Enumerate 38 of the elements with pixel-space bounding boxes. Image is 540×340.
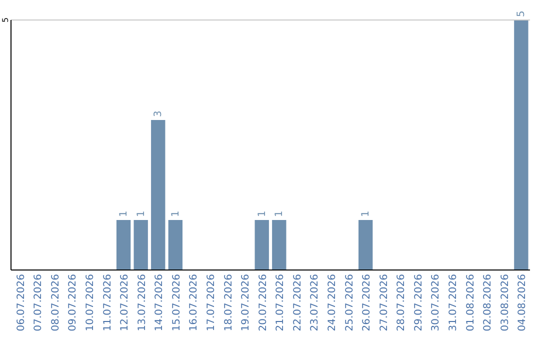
x-tick-label: 09.07.2026 bbox=[68, 274, 79, 332]
x-tick-label: 20.07.2026 bbox=[258, 274, 269, 332]
data-label: 1 bbox=[360, 210, 372, 217]
data-label: 1 bbox=[136, 210, 147, 217]
x-tick-label: 13.07.2026 bbox=[136, 274, 148, 332]
x-tick-label: 31.07.2026 bbox=[448, 274, 460, 332]
x-tick-label: 22.07.2026 bbox=[292, 274, 304, 332]
x-tick-label: 29.07.2026 bbox=[413, 274, 424, 332]
x-tick-label: 15.07.2026 bbox=[171, 274, 182, 332]
x-tick-label: 19.07.2026 bbox=[240, 274, 252, 332]
x-tick-label: 06.07.2026 bbox=[16, 274, 27, 332]
x-tick-label: 27.07.2026 bbox=[378, 274, 390, 332]
x-tick-label: 07.07.2026 bbox=[33, 274, 44, 332]
x-tick-label: 04.08.2026 bbox=[517, 274, 528, 332]
data-label: 1 bbox=[274, 210, 286, 217]
x-tick-label: 01.08.2026 bbox=[465, 274, 476, 332]
x-tick-label: 16.07.2026 bbox=[188, 274, 200, 332]
x-tick-label: 28.07.2026 bbox=[396, 274, 408, 332]
x-tick-label: 25.07.2026 bbox=[344, 274, 356, 332]
x-tick-label: 12.07.2026 bbox=[120, 274, 131, 332]
data-label: 5 bbox=[516, 10, 528, 17]
x-tick-label: 21.07.2026 bbox=[275, 274, 286, 332]
x-tick-label: 08.07.2026 bbox=[50, 274, 62, 332]
x-tick-label: 14.07.2026 bbox=[154, 274, 166, 332]
x-tick-label: 30.07.2026 bbox=[430, 274, 442, 332]
x-tick-label: 18.07.2026 bbox=[223, 274, 234, 332]
x-tick-label: 02.08.2026 bbox=[482, 274, 494, 332]
x-tick-label: 10.07.2026 bbox=[84, 274, 96, 332]
data-label: 1 bbox=[170, 210, 182, 217]
data-label: 1 bbox=[118, 210, 130, 217]
data-label: 1 bbox=[256, 210, 268, 217]
x-tick-label: 17.07.2026 bbox=[206, 274, 217, 332]
x-tick-label: 11.07.2026 bbox=[102, 274, 114, 332]
x-tick-label: 23.07.2026 bbox=[310, 274, 321, 332]
data-label: 3 bbox=[153, 110, 164, 117]
x-tick-label: 03.08.2026 bbox=[500, 274, 511, 332]
x-tick-label: 26.07.2026 bbox=[362, 274, 373, 332]
x-tick-label: 24.07.2026 bbox=[327, 274, 338, 332]
